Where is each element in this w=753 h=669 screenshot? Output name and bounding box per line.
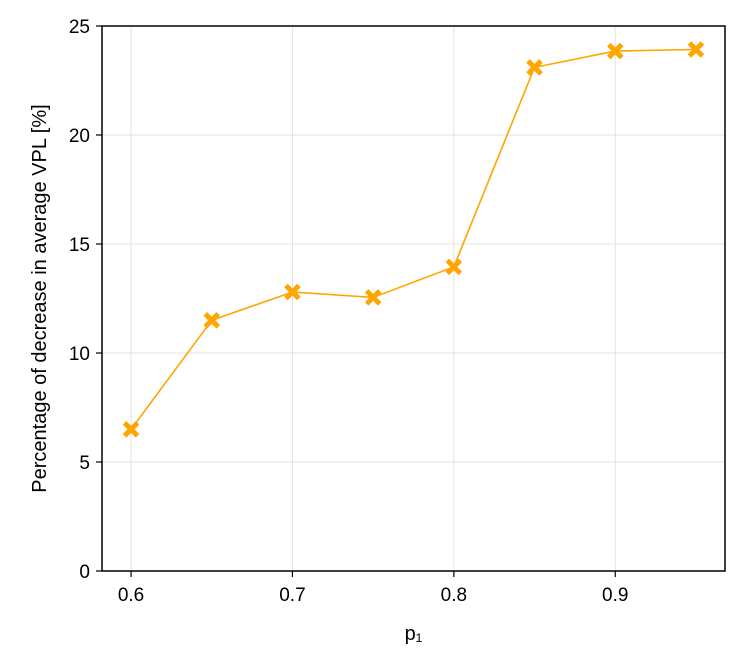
data-point-marker [687,41,705,58]
x-tick-label: 0.7 [279,585,305,606]
y-tick-label: 20 [69,126,90,147]
data-point-marker [606,42,624,60]
x-tick-label: 0.6 [118,585,144,606]
grid [102,25,725,572]
data-point-marker [284,283,301,301]
data-point-marker [203,312,221,329]
series-line [130,48,696,430]
ticks: 0.6 0.7 0.8 0.9 0 5 10 15 20 25 [69,17,629,606]
x-tick-label: 0.9 [602,585,628,606]
y-tick-label: 10 [69,344,90,365]
y-tick-label: 15 [69,235,90,256]
data-point-marker [526,59,543,76]
plot-frame [101,25,726,572]
x-axis-title: p₁ [405,623,423,645]
y-tick-label: 5 [79,453,90,474]
data-point-marker [445,258,463,276]
y-axis-title: Percentage of decrease in average VPL [%… [29,104,51,492]
x-tick-label: 0.8 [441,585,467,606]
y-tick-label: 25 [69,17,90,38]
y-tick-label: 0 [79,562,90,583]
series-layer [122,41,705,438]
data-point-marker [364,289,382,306]
data-point-marker [122,421,140,438]
